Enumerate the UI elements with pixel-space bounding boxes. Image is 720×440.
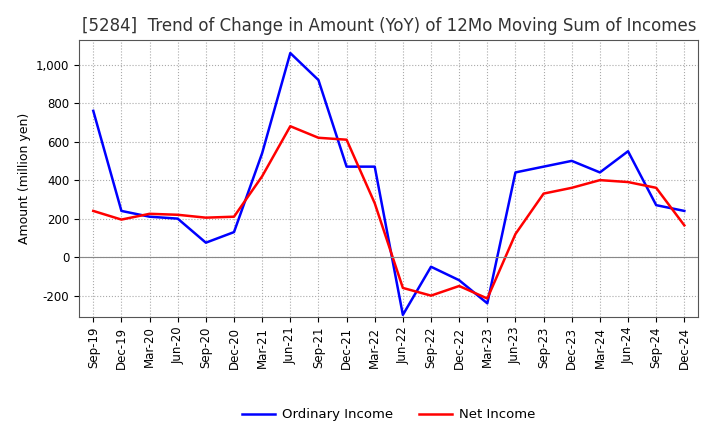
- Legend: Ordinary Income, Net Income: Ordinary Income, Net Income: [237, 403, 541, 427]
- Net Income: [624, 180, 632, 185]
- Net Income: [342, 137, 351, 142]
- Net Income: [202, 215, 210, 220]
- Net Income: [539, 191, 548, 196]
- Net Income: [286, 124, 294, 129]
- Ordinary Income: [258, 150, 266, 156]
- Net Income: [680, 223, 688, 228]
- Net Income: [455, 283, 464, 289]
- Title: [5284]  Trend of Change in Amount (YoY) of 12Mo Moving Sum of Incomes: [5284] Trend of Change in Amount (YoY) o…: [81, 17, 696, 35]
- Ordinary Income: [595, 170, 604, 175]
- Net Income: [511, 231, 520, 237]
- Ordinary Income: [202, 240, 210, 246]
- Ordinary Income: [230, 229, 238, 235]
- Ordinary Income: [89, 108, 98, 114]
- Ordinary Income: [286, 51, 294, 56]
- Net Income: [314, 135, 323, 140]
- Net Income: [258, 174, 266, 179]
- Line: Ordinary Income: Ordinary Income: [94, 53, 684, 315]
- Ordinary Income: [145, 214, 154, 219]
- Net Income: [595, 177, 604, 183]
- Net Income: [427, 293, 436, 298]
- Ordinary Income: [680, 208, 688, 213]
- Y-axis label: Amount (million yen): Amount (million yen): [17, 113, 30, 244]
- Ordinary Income: [399, 312, 408, 318]
- Ordinary Income: [117, 208, 126, 213]
- Net Income: [174, 212, 182, 217]
- Ordinary Income: [483, 301, 492, 306]
- Ordinary Income: [314, 77, 323, 83]
- Net Income: [370, 201, 379, 206]
- Net Income: [89, 208, 98, 213]
- Net Income: [145, 211, 154, 216]
- Net Income: [230, 214, 238, 219]
- Ordinary Income: [539, 164, 548, 169]
- Net Income: [399, 285, 408, 290]
- Net Income: [117, 217, 126, 222]
- Ordinary Income: [370, 164, 379, 169]
- Ordinary Income: [567, 158, 576, 164]
- Net Income: [483, 296, 492, 301]
- Ordinary Income: [652, 202, 660, 208]
- Ordinary Income: [511, 170, 520, 175]
- Ordinary Income: [174, 216, 182, 221]
- Ordinary Income: [624, 149, 632, 154]
- Net Income: [567, 185, 576, 191]
- Ordinary Income: [427, 264, 436, 269]
- Ordinary Income: [342, 164, 351, 169]
- Line: Net Income: Net Income: [94, 126, 684, 298]
- Ordinary Income: [455, 278, 464, 283]
- Net Income: [652, 185, 660, 191]
